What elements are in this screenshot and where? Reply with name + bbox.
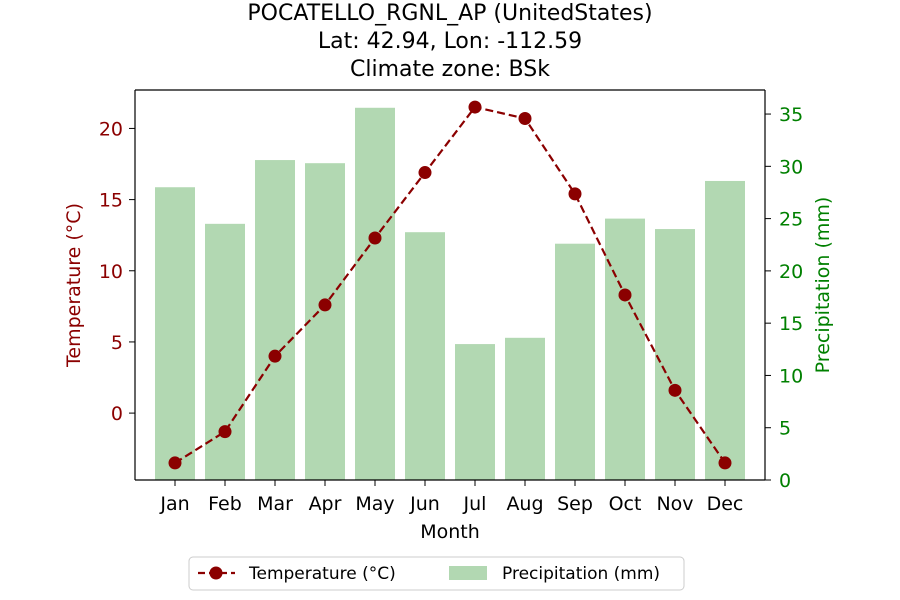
temp-point-dec xyxy=(718,456,732,470)
temp-point-feb xyxy=(218,425,232,439)
right-tick-label-20: 20 xyxy=(779,261,803,283)
right-tick-label-30: 30 xyxy=(779,156,803,178)
x-tick-label-mar: Mar xyxy=(257,493,293,515)
x-tick-label-dec: Dec xyxy=(707,493,744,515)
legend-precipitation-label: Precipitation (mm) xyxy=(502,564,660,584)
temp-point-apr xyxy=(318,298,332,312)
right-tick-label-25: 25 xyxy=(779,209,803,231)
legend-box xyxy=(188,556,685,591)
left-tick-label-5: 5 xyxy=(111,332,123,354)
legend-temperature-marker xyxy=(209,566,223,580)
x-tick-label-may: May xyxy=(355,493,394,515)
precip-bar-nov xyxy=(655,229,695,480)
temp-point-aug xyxy=(518,111,532,125)
left-axis-label: Temperature (°C) xyxy=(63,203,85,368)
temp-point-jun xyxy=(418,166,432,180)
temp-point-oct xyxy=(618,288,632,302)
right-tick-label-0: 0 xyxy=(779,470,791,492)
title-line-3: Climate zone: BSk xyxy=(350,57,550,82)
precip-bar-sep xyxy=(555,243,595,480)
temp-point-may xyxy=(368,231,382,245)
left-tick-label-10: 10 xyxy=(99,261,123,283)
temp-point-jul xyxy=(468,100,482,114)
left-tick-label-15: 15 xyxy=(99,190,123,212)
precip-bar-may xyxy=(355,107,395,481)
precip-bar-jun xyxy=(405,232,445,480)
x-tick-label-feb: Feb xyxy=(208,493,242,515)
x-tick-label-jan: Jan xyxy=(159,493,189,515)
temp-point-mar xyxy=(268,349,282,363)
legend-temperature-label: Temperature (°C) xyxy=(248,564,396,584)
axes: Jan Feb Mar Apr May Jun Jul Aug Sep Oct Nov Dec Mont… xyxy=(63,89,834,543)
title-line-1: POCATELLO_RGNL_AP (UnitedStates) xyxy=(247,1,652,26)
right-tick-label-35: 35 xyxy=(779,104,803,126)
precip-bar-aug xyxy=(505,337,545,480)
temp-point-jan xyxy=(168,456,182,470)
precip-bar-jul xyxy=(455,344,495,480)
x-tick-label-oct: Oct xyxy=(609,493,642,515)
temp-point-sep xyxy=(568,187,582,201)
x-tick-label-aug: Aug xyxy=(506,493,543,515)
legend: Temperature (°C) Precipitation (mm) xyxy=(188,556,685,591)
left-tick-label-20: 20 xyxy=(99,118,123,140)
x-tick-label-sep: Sep xyxy=(557,493,593,515)
precip-bar-oct xyxy=(605,218,645,480)
x-tick-label-nov: Nov xyxy=(656,493,693,515)
temperature-series-line xyxy=(174,105,726,464)
x-tick-label-jun: Jun xyxy=(409,493,440,515)
temperature-line xyxy=(168,100,732,470)
right-tick-label-15: 15 xyxy=(779,313,803,335)
precip-bar-dec xyxy=(705,180,745,480)
x-tick-label-jul: Jul xyxy=(463,493,487,515)
chart-title: POCATELLO_RGNL_AP (UnitedStates) Lat: 42.… xyxy=(247,1,652,82)
precipitation-bars xyxy=(155,107,745,481)
precip-bar-apr xyxy=(305,163,345,480)
x-tick-label-apr: Apr xyxy=(309,493,342,515)
precip-bar-mar xyxy=(255,160,295,480)
right-tick-label-5: 5 xyxy=(779,418,791,440)
legend-precipitation-swatch xyxy=(449,566,487,580)
left-tick-label-0: 0 xyxy=(111,403,123,425)
title-line-2: Lat: 42.94, Lon: -112.59 xyxy=(318,29,582,54)
right-tick-label-10: 10 xyxy=(779,365,803,387)
x-axis-label: Month xyxy=(420,521,480,543)
precip-bar-jan xyxy=(155,187,195,481)
right-axis-label: Precipitation (mm) xyxy=(812,197,834,374)
temp-point-nov xyxy=(668,383,682,397)
